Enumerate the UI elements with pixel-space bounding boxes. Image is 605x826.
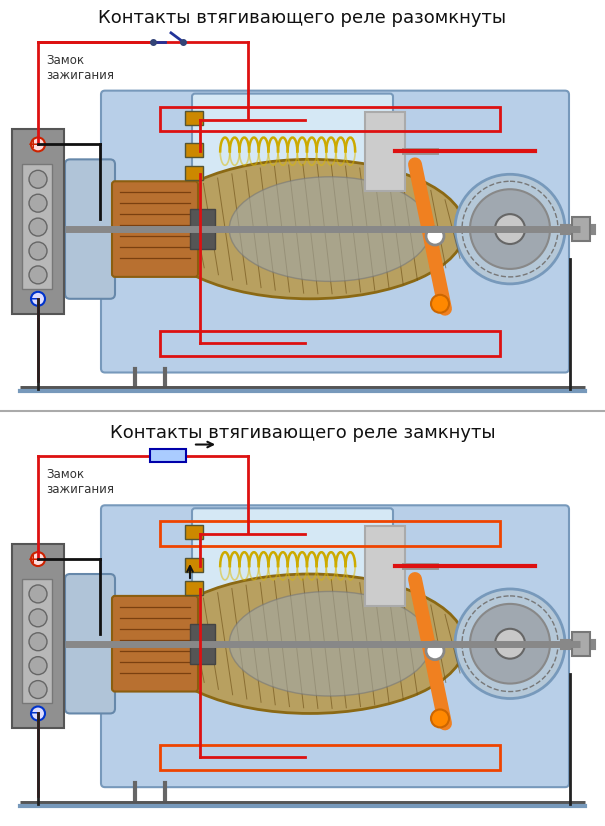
Bar xyxy=(22,164,52,289)
FancyBboxPatch shape xyxy=(12,130,64,314)
FancyBboxPatch shape xyxy=(12,544,64,729)
Circle shape xyxy=(29,194,47,212)
Ellipse shape xyxy=(155,159,465,299)
Bar xyxy=(185,558,203,572)
Text: −: − xyxy=(29,707,39,720)
FancyBboxPatch shape xyxy=(192,93,393,209)
Text: +: + xyxy=(28,138,38,151)
Text: −: − xyxy=(29,292,39,306)
Text: Замок
зажигания: Замок зажигания xyxy=(46,54,114,82)
Bar xyxy=(150,449,186,463)
Bar xyxy=(160,330,500,355)
FancyBboxPatch shape xyxy=(112,181,198,277)
Text: Контакты втягивающего реле разомкнуты: Контакты втягивающего реле разомкнуты xyxy=(99,9,506,27)
FancyBboxPatch shape xyxy=(101,506,569,787)
Bar xyxy=(365,112,405,192)
Text: +: + xyxy=(28,553,38,566)
Circle shape xyxy=(455,174,565,284)
Bar xyxy=(572,632,590,656)
Bar xyxy=(22,579,52,704)
Text: Замок
зажигания: Замок зажигания xyxy=(46,468,114,496)
Text: Контакты втягивающего реле замкнуты: Контакты втягивающего реле замкнуты xyxy=(110,424,495,442)
FancyBboxPatch shape xyxy=(192,508,393,624)
Circle shape xyxy=(431,710,449,728)
FancyBboxPatch shape xyxy=(65,159,115,299)
Circle shape xyxy=(455,589,565,699)
Circle shape xyxy=(426,227,444,245)
Bar xyxy=(185,166,203,180)
Circle shape xyxy=(470,189,550,269)
Circle shape xyxy=(29,657,47,675)
Circle shape xyxy=(29,266,47,284)
Ellipse shape xyxy=(229,177,431,282)
Circle shape xyxy=(29,170,47,188)
Circle shape xyxy=(29,633,47,651)
Circle shape xyxy=(431,295,449,313)
Bar xyxy=(160,745,500,770)
Bar xyxy=(365,526,405,606)
Bar xyxy=(185,581,203,595)
FancyBboxPatch shape xyxy=(65,574,115,714)
Circle shape xyxy=(29,218,47,236)
FancyBboxPatch shape xyxy=(112,596,198,691)
Circle shape xyxy=(31,552,45,566)
Circle shape xyxy=(31,292,45,306)
Bar xyxy=(190,209,215,249)
Bar xyxy=(160,107,500,131)
Circle shape xyxy=(495,629,525,658)
Circle shape xyxy=(470,604,550,684)
Circle shape xyxy=(29,681,47,699)
Bar xyxy=(572,217,590,241)
Bar xyxy=(185,525,203,539)
Ellipse shape xyxy=(155,574,465,714)
Circle shape xyxy=(31,706,45,720)
Circle shape xyxy=(426,642,444,660)
Bar xyxy=(185,144,203,158)
Circle shape xyxy=(29,609,47,627)
Bar xyxy=(185,111,203,125)
Bar xyxy=(190,624,215,663)
Bar xyxy=(160,521,500,546)
Circle shape xyxy=(495,214,525,244)
Circle shape xyxy=(29,585,47,603)
Circle shape xyxy=(29,242,47,260)
Ellipse shape xyxy=(229,591,431,696)
FancyBboxPatch shape xyxy=(101,91,569,373)
Circle shape xyxy=(31,137,45,151)
